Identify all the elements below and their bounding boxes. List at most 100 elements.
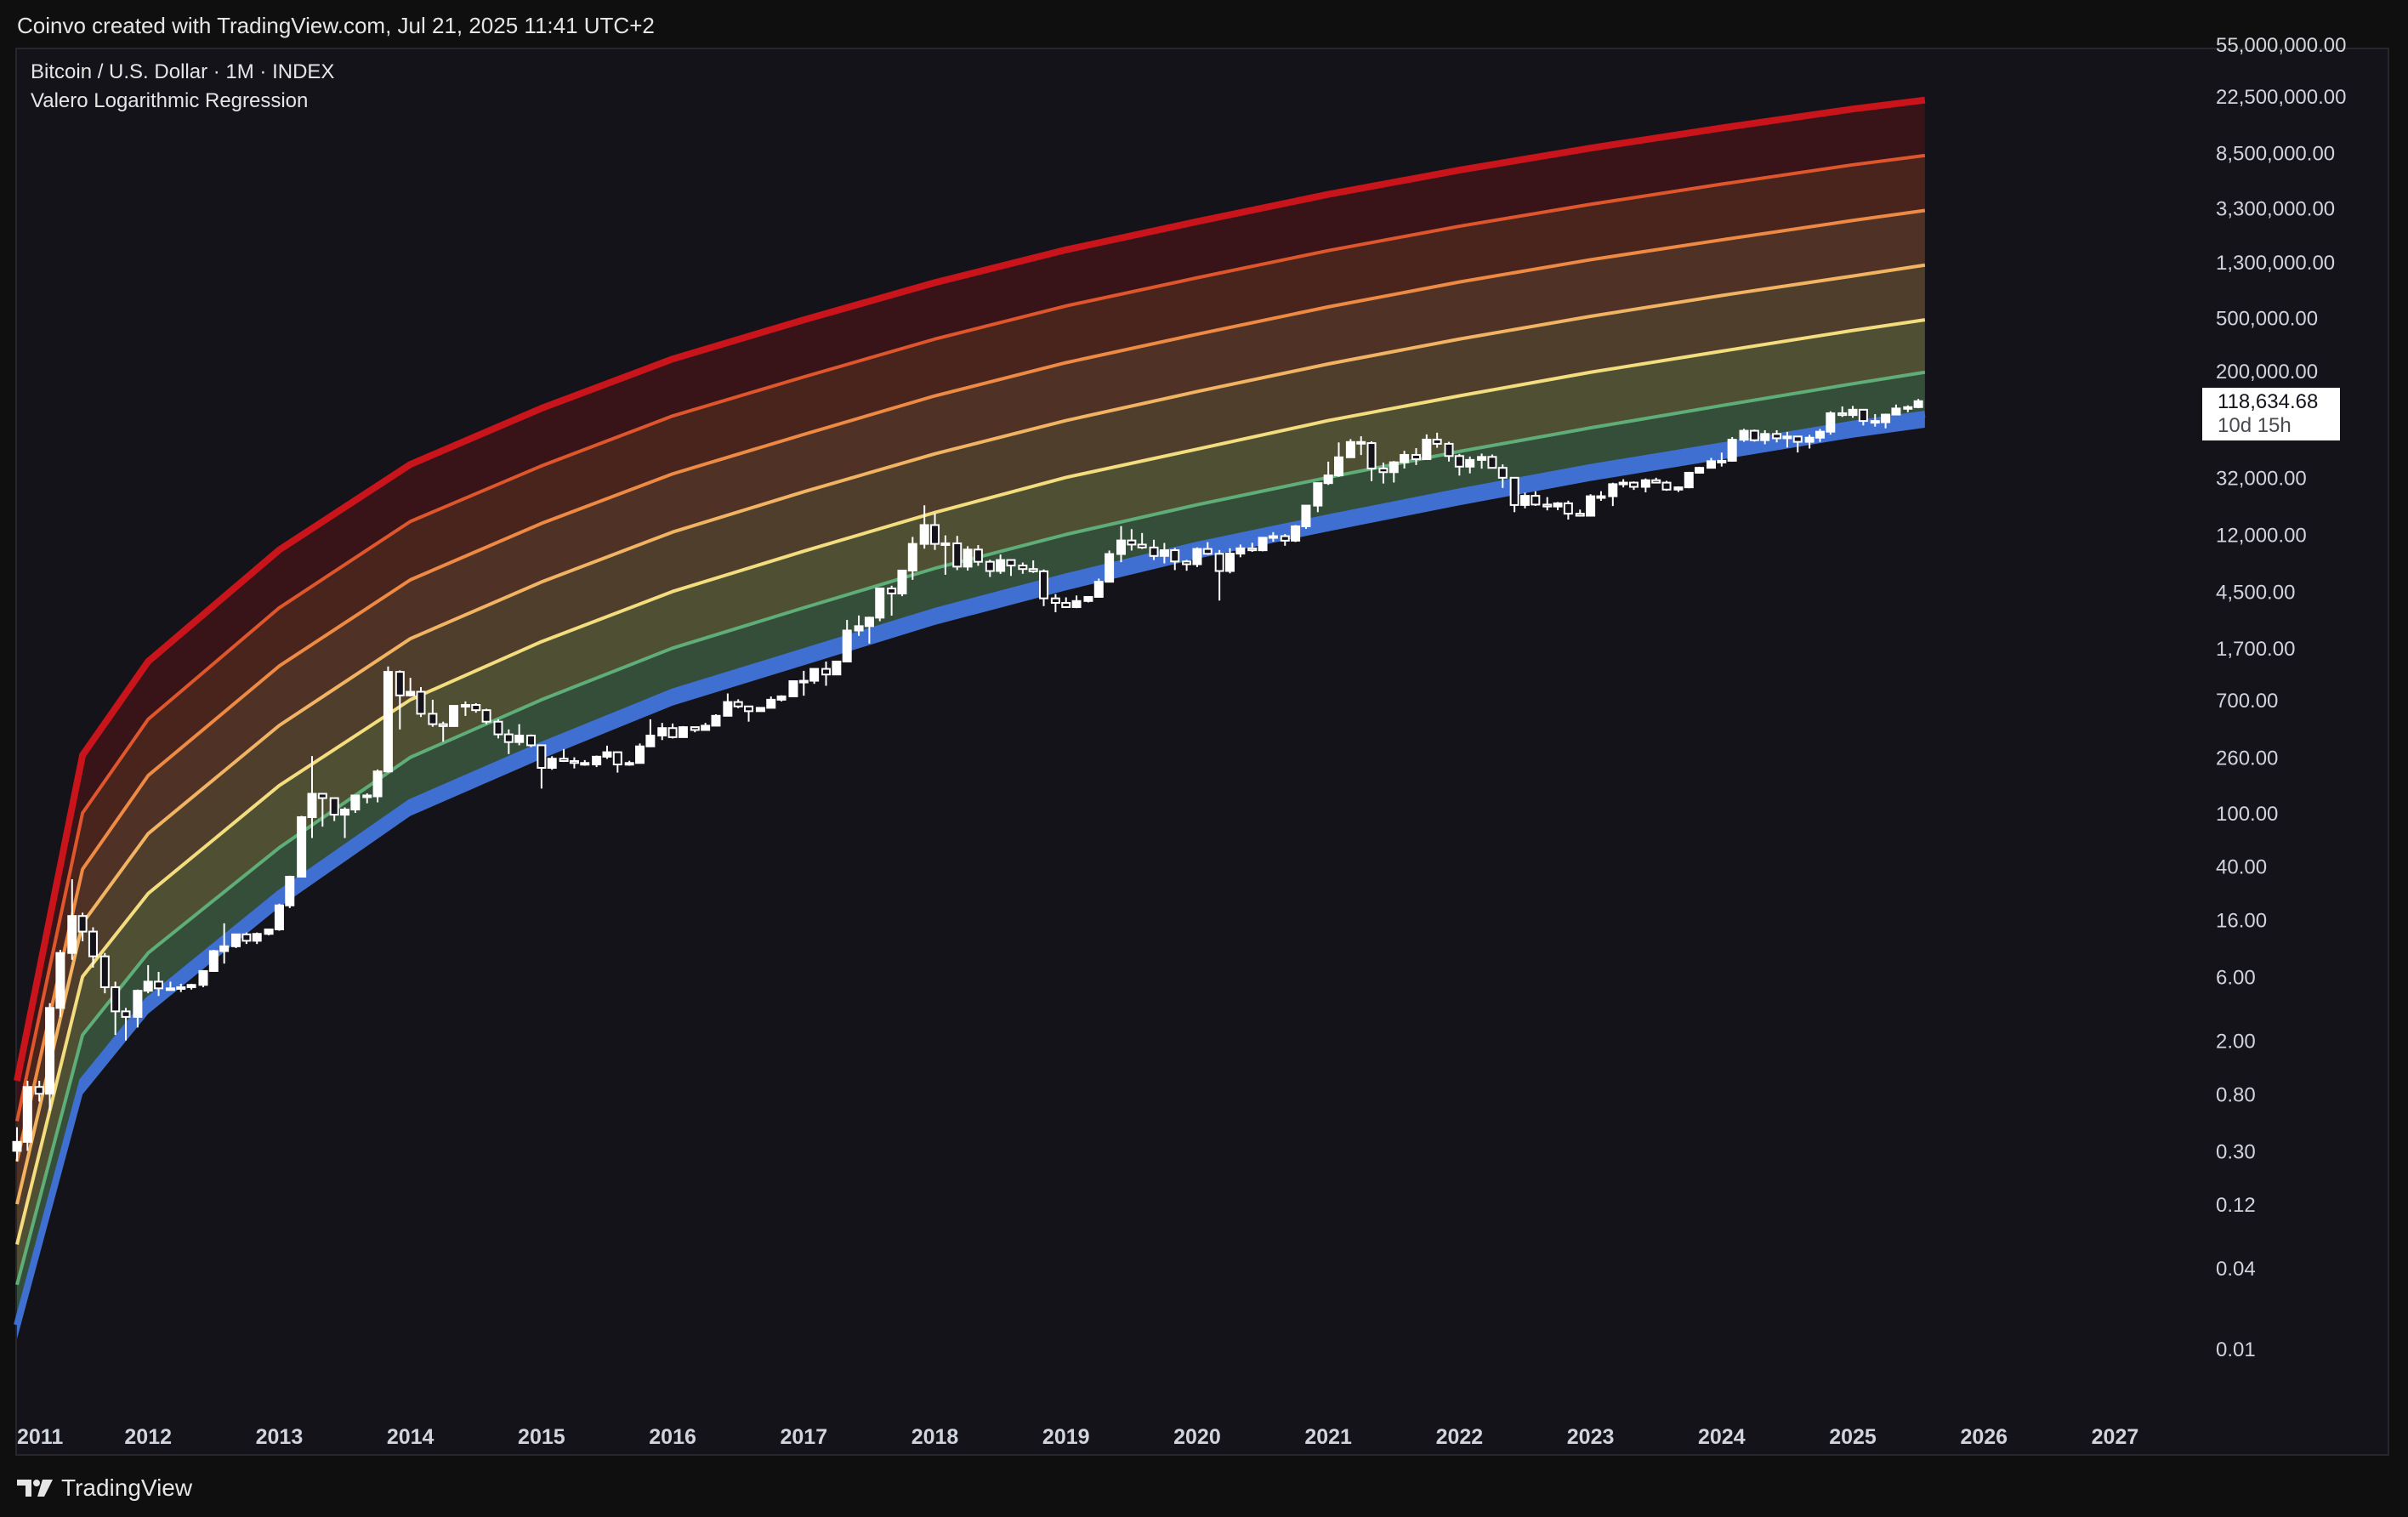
candle[interactable] (1127, 529, 1137, 551)
candle[interactable] (55, 950, 65, 1017)
candle[interactable] (460, 701, 470, 716)
candle[interactable] (1432, 432, 1442, 448)
candle[interactable] (208, 950, 219, 972)
candle[interactable] (678, 725, 688, 738)
candle[interactable] (635, 743, 645, 764)
candle[interactable] (973, 545, 983, 566)
candle[interactable] (88, 927, 98, 968)
candle[interactable] (1400, 451, 1410, 469)
candle[interactable] (1891, 404, 1901, 416)
candle[interactable] (996, 554, 1006, 574)
candle[interactable] (1313, 482, 1323, 513)
candle[interactable] (1792, 435, 1803, 453)
candle[interactable] (1465, 456, 1475, 474)
candle[interactable] (329, 797, 339, 821)
candle[interactable] (875, 588, 885, 622)
candle[interactable] (1553, 502, 1563, 511)
candle[interactable] (1640, 478, 1650, 492)
candle[interactable] (1182, 560, 1192, 571)
candle[interactable] (667, 723, 678, 739)
candle[interactable] (602, 745, 612, 759)
candle[interactable] (940, 535, 951, 575)
candle[interactable] (1881, 413, 1891, 429)
candle[interactable] (1596, 491, 1606, 501)
candle[interactable] (1323, 461, 1333, 486)
symbol-title[interactable]: Bitcoin / U.S. Dollar · 1M · INDEX (31, 60, 335, 83)
candle[interactable] (592, 755, 602, 768)
candle[interactable] (198, 969, 208, 987)
candle[interactable] (788, 680, 798, 697)
candle[interactable] (67, 878, 77, 960)
candle[interactable] (1739, 429, 1749, 442)
candle[interactable] (1422, 434, 1432, 460)
candle[interactable] (1214, 549, 1224, 601)
candle[interactable] (1706, 457, 1716, 469)
candle[interactable] (438, 721, 448, 742)
candle[interactable] (1749, 429, 1759, 442)
candle[interactable] (111, 981, 121, 1036)
candle[interactable] (1848, 406, 1858, 418)
candle[interactable] (1826, 411, 1836, 435)
candle[interactable] (612, 751, 622, 773)
candle[interactable] (1006, 559, 1016, 577)
candle[interactable] (1366, 440, 1377, 481)
candle[interactable] (963, 546, 973, 571)
candle[interactable] (1411, 448, 1421, 465)
candle[interactable] (569, 757, 579, 769)
candle[interactable] (733, 699, 743, 708)
regression-band-line-1[interactable] (15, 370, 1926, 1286)
candle[interactable] (1247, 543, 1258, 552)
candle[interactable] (99, 952, 110, 994)
candle[interactable] (1050, 594, 1060, 612)
candle[interactable] (471, 702, 481, 713)
candle[interactable] (350, 794, 361, 813)
candle[interactable] (362, 793, 372, 804)
candle[interactable] (580, 759, 590, 766)
candle[interactable] (1782, 431, 1792, 448)
candle[interactable] (285, 875, 295, 908)
regression-band-line-0[interactable] (14, 411, 1926, 1327)
candle[interactable] (274, 903, 284, 931)
candle[interactable] (1071, 595, 1082, 609)
regression-band-line-6[interactable] (14, 96, 1926, 1082)
candle[interactable] (1280, 534, 1290, 546)
candle[interactable] (1695, 466, 1705, 474)
candle[interactable] (1268, 531, 1278, 542)
candle[interactable] (1149, 539, 1159, 560)
candle[interactable] (514, 724, 525, 746)
candle[interactable] (219, 923, 230, 964)
candle[interactable] (1137, 532, 1147, 549)
candle[interactable] (1225, 548, 1235, 574)
regression-band-line-2[interactable] (15, 318, 1926, 1245)
candle[interactable] (744, 705, 754, 722)
candle[interactable] (1542, 497, 1553, 511)
candle[interactable] (1105, 550, 1115, 583)
candle[interactable] (12, 1127, 22, 1162)
candle[interactable] (1684, 471, 1694, 489)
candle[interactable] (133, 989, 143, 1028)
candle[interactable] (317, 793, 327, 827)
candle[interactable] (1661, 480, 1672, 491)
candle[interactable] (657, 723, 667, 741)
candle[interactable] (930, 513, 940, 550)
candle[interactable] (1301, 504, 1311, 529)
candle[interactable] (241, 932, 252, 945)
candle[interactable] (1083, 595, 1093, 603)
candle[interactable] (766, 696, 776, 709)
candle[interactable] (1170, 548, 1180, 571)
candle[interactable] (952, 536, 963, 571)
candle[interactable] (821, 661, 832, 686)
candle[interactable] (231, 933, 241, 948)
candle[interactable] (1727, 436, 1737, 462)
candle[interactable] (22, 1081, 32, 1151)
candle[interactable] (428, 699, 438, 727)
candle[interactable] (252, 932, 262, 945)
candle[interactable] (1454, 453, 1464, 476)
candle[interactable] (1345, 439, 1355, 458)
candle[interactable] (1586, 494, 1596, 517)
candle[interactable] (755, 707, 765, 713)
candle[interactable] (547, 756, 557, 770)
candle[interactable] (1258, 537, 1268, 552)
candle[interactable] (481, 708, 491, 724)
candle[interactable] (1563, 500, 1573, 520)
